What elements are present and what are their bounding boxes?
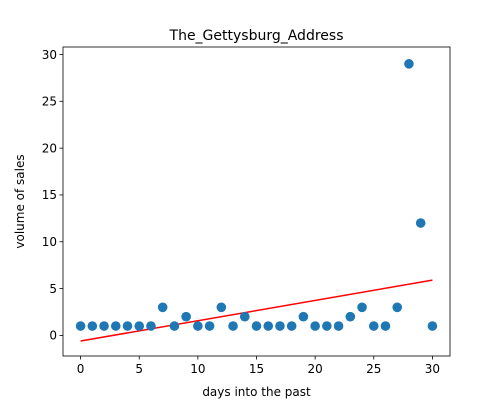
y-tick-label: 25: [42, 95, 57, 109]
data-points-layer: [75, 59, 438, 331]
data-point: [204, 321, 215, 331]
data-point: [251, 321, 262, 331]
data-point: [263, 321, 274, 331]
y-tick-label: 5: [49, 282, 57, 296]
data-point: [193, 321, 203, 331]
trend-line: [80, 279, 433, 342]
data-point: [392, 302, 403, 313]
data-point: [87, 321, 98, 331]
data-point: [357, 302, 367, 313]
data-point: [122, 321, 133, 331]
data-point: [415, 218, 426, 228]
x-tick-label: 15: [249, 362, 264, 376]
data-point: [110, 321, 121, 331]
ticks-layer: 0 5 10 15 20 25 30 0 5 10 15 20 25 30: [42, 48, 440, 376]
data-point: [216, 302, 227, 313]
data-point: [75, 321, 86, 331]
data-point: [239, 311, 250, 322]
data-point: [169, 321, 180, 331]
plot-area: [63, 47, 450, 356]
data-point: [333, 321, 344, 331]
y-axis-label: volume of sales: [13, 154, 27, 248]
x-tick-label: 30: [425, 362, 440, 376]
trend-line-layer: [80, 279, 433, 342]
y-tick-label: 10: [42, 235, 57, 249]
data-point: [298, 311, 309, 322]
data-point: [99, 321, 109, 331]
data-point: [380, 321, 391, 331]
x-axis-label: days into the past: [202, 385, 311, 399]
data-point: [275, 321, 285, 331]
data-point: [368, 321, 379, 331]
y-tick-label: 20: [42, 141, 57, 155]
chart-title: The_Gettysburg_Address: [169, 28, 344, 44]
y-tick-label: 30: [42, 48, 57, 62]
data-point: [310, 321, 320, 331]
data-point: [146, 321, 156, 331]
data-point: [404, 59, 414, 69]
data-point: [157, 302, 168, 313]
x-tick-label: 0: [77, 362, 85, 376]
plot-background: [63, 47, 450, 356]
y-tick-label: 0: [49, 329, 57, 343]
data-point: [427, 321, 438, 331]
x-tick-label: 5: [135, 362, 143, 376]
data-point: [286, 321, 297, 331]
data-point: [228, 321, 238, 331]
data-point: [345, 311, 356, 322]
data-point: [181, 311, 191, 322]
y-tick-label: 15: [42, 188, 57, 202]
data-point: [322, 321, 332, 331]
data-point: [134, 321, 145, 331]
x-tick-label: 10: [190, 362, 205, 376]
x-tick-label: 20: [307, 362, 322, 376]
x-tick-label: 25: [366, 362, 381, 376]
